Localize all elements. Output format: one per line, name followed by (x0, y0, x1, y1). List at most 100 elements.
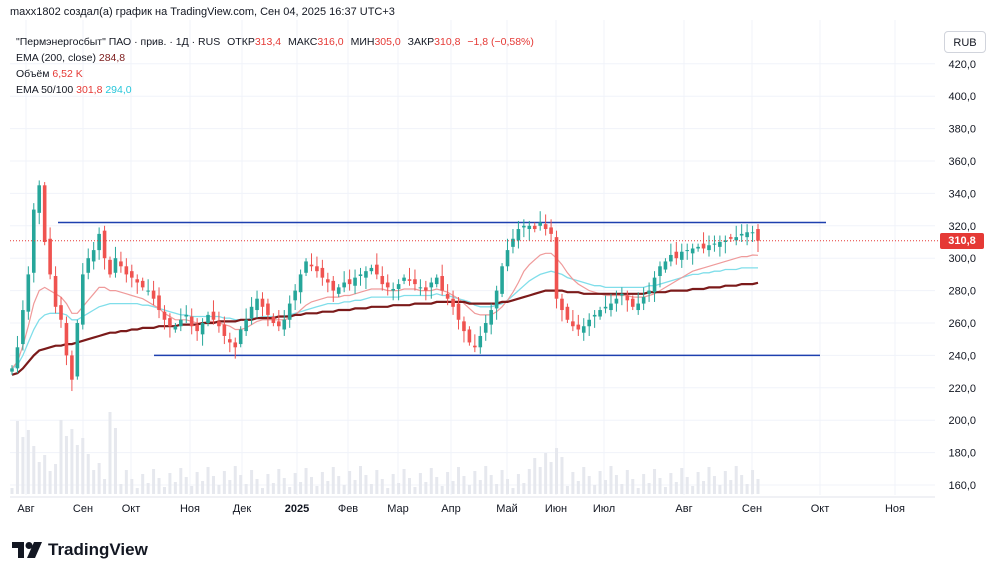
volume-bar (604, 480, 608, 494)
candle-body (162, 311, 167, 320)
currency-button[interactable]: RUB (944, 31, 986, 53)
candle-body (358, 274, 363, 277)
candle-body (690, 248, 695, 254)
candle-body (494, 290, 499, 309)
candle-body (97, 233, 101, 251)
candle-body (451, 298, 455, 307)
volume-bar (141, 474, 145, 494)
candle-body (233, 342, 238, 348)
candle-body (189, 316, 194, 327)
candle-body (385, 282, 390, 288)
volume-bar (723, 471, 727, 494)
ema200-label: EMA (200, close) (16, 52, 96, 64)
candle-body (70, 355, 74, 380)
tradingview-logo[interactable]: TradingView (12, 540, 148, 560)
volume-bar (669, 473, 673, 494)
candle-body (119, 261, 123, 267)
legend-ema200-row[interactable]: EMA (200, close) 284,8 (16, 50, 534, 66)
candle-body (271, 316, 276, 323)
ema50-value: 301,8 (76, 84, 103, 96)
volume-bar (108, 412, 112, 494)
volume-bar (565, 486, 569, 494)
volume-bar (451, 481, 455, 494)
candle-body (80, 274, 85, 325)
volume-bar (124, 470, 128, 494)
volume-bar (598, 471, 602, 494)
volume-bar (484, 466, 488, 494)
candle-body (685, 250, 690, 252)
volume-bar (631, 479, 635, 494)
volume-bar (331, 467, 335, 494)
ohlc-low-value: 305,0 (374, 36, 401, 48)
volume-bar (756, 479, 760, 494)
candle-body (674, 251, 679, 259)
ema100-value: 294,0 (105, 84, 132, 96)
candle-body (625, 295, 630, 301)
candle-body (157, 295, 161, 311)
volume-bar (729, 480, 733, 494)
candle-body (522, 225, 526, 228)
candle-body (647, 290, 651, 294)
ema200-value: 284,8 (98, 52, 126, 64)
candle-body (10, 368, 14, 372)
candle-body (592, 314, 597, 317)
x-tick-label: Ноя (180, 503, 200, 515)
volume-bar (571, 472, 575, 494)
horizontal-levels (58, 221, 826, 357)
volume-bar (751, 470, 755, 494)
volume-bar (462, 476, 466, 494)
volume-bar (609, 466, 613, 494)
candle-body (532, 225, 537, 230)
volume-bar (217, 485, 221, 494)
y-tick-label: 360,0 (948, 156, 976, 168)
volume-bar (658, 478, 662, 494)
candle-body (407, 279, 412, 281)
volume-bar (64, 436, 68, 494)
candle-body (718, 242, 722, 247)
candle-body (228, 339, 232, 343)
volume-bar (707, 467, 711, 494)
legend-symbol-row[interactable]: "Пермэнергосбыт" ПАО · прив. · 1Д · RUS … (16, 34, 534, 50)
candle-body (560, 298, 564, 311)
volume-bar (266, 474, 270, 494)
candle-body (222, 324, 227, 336)
y-tick-label: 160,0 (948, 480, 976, 492)
volume-bar (75, 445, 79, 494)
volume-bar (119, 484, 123, 494)
price-change: −1,8 (−0,58%) (467, 36, 534, 48)
legend-volume-row[interactable]: Объём 6,52 K (16, 66, 534, 82)
legend-ema-fast-row[interactable]: EMA 50/100 301,8 294,0 (16, 82, 534, 98)
candle-body (527, 225, 532, 230)
candle-body (146, 290, 150, 292)
candle-body (86, 258, 91, 273)
y-tick-label: 320,0 (948, 221, 976, 233)
candle-body (663, 261, 668, 270)
volume-bar (511, 488, 515, 494)
volume-bar (402, 469, 406, 494)
candle-body (696, 246, 700, 249)
candle-body (168, 318, 172, 327)
candle-body (277, 321, 281, 327)
candle-body (315, 266, 319, 272)
candle-body (636, 303, 641, 311)
volume-bar (593, 485, 597, 494)
ohlc-close-label: ЗАКР (407, 36, 435, 48)
candle-body (750, 232, 755, 234)
candle-body (31, 209, 36, 273)
candle-body (37, 185, 42, 213)
candle-body (396, 284, 401, 289)
candle-body (440, 276, 444, 291)
volume-bar (195, 472, 199, 494)
volume-bar (538, 467, 542, 494)
y-tick-label: 400,0 (948, 91, 976, 103)
candle-body (238, 329, 243, 345)
volume-bar (685, 477, 689, 494)
ema-lines (11, 252, 759, 376)
candle-body (59, 305, 63, 320)
candle-body (64, 323, 69, 356)
volume-bar (696, 472, 700, 494)
candle-body (293, 290, 297, 301)
volume-bar (293, 473, 297, 494)
candle-body (603, 306, 608, 309)
